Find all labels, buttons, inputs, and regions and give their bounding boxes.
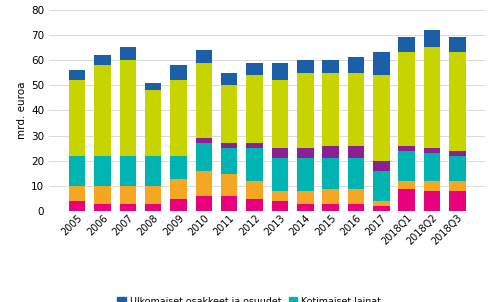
Bar (94, 186, 111, 204)
Bar (272, 148, 288, 159)
Bar (221, 85, 238, 143)
Bar (221, 196, 238, 211)
Bar (297, 148, 314, 159)
Bar (246, 143, 263, 148)
Bar (373, 201, 389, 206)
Bar (449, 53, 465, 151)
Bar (449, 156, 465, 181)
Bar (196, 171, 212, 196)
Bar (145, 186, 162, 204)
Bar (398, 151, 415, 181)
Bar (145, 204, 162, 211)
Bar (323, 204, 339, 211)
Bar (297, 73, 314, 148)
Bar (348, 204, 364, 211)
Bar (69, 80, 85, 156)
Bar (246, 148, 263, 181)
Bar (323, 146, 339, 159)
Bar (221, 148, 238, 174)
Bar (323, 60, 339, 73)
Bar (145, 83, 162, 90)
Bar (373, 75, 389, 161)
Bar (272, 191, 288, 201)
Bar (348, 57, 364, 73)
Y-axis label: mrd. euroa: mrd. euroa (17, 82, 27, 139)
Bar (120, 60, 136, 156)
Bar (170, 178, 187, 199)
Bar (424, 148, 440, 153)
Bar (297, 60, 314, 73)
Bar (69, 201, 85, 211)
Bar (196, 50, 212, 63)
Bar (246, 63, 263, 75)
Bar (196, 63, 212, 138)
Bar (170, 80, 187, 156)
Bar (398, 189, 415, 211)
Bar (170, 65, 187, 80)
Bar (246, 181, 263, 199)
Bar (348, 189, 364, 204)
Bar (196, 143, 212, 171)
Bar (323, 73, 339, 146)
Bar (221, 73, 238, 85)
Bar (373, 53, 389, 75)
Bar (424, 47, 440, 148)
Bar (145, 156, 162, 186)
Bar (323, 159, 339, 189)
Bar (323, 189, 339, 204)
Bar (348, 146, 364, 159)
Bar (348, 73, 364, 146)
Bar (449, 191, 465, 211)
Bar (221, 143, 238, 148)
Bar (272, 63, 288, 80)
Bar (398, 53, 415, 146)
Bar (272, 201, 288, 211)
Bar (246, 199, 263, 211)
Bar (297, 204, 314, 211)
Bar (449, 181, 465, 191)
Bar (424, 181, 440, 191)
Bar (297, 191, 314, 204)
Bar (246, 75, 263, 143)
Bar (94, 204, 111, 211)
Bar (120, 156, 136, 186)
Bar (69, 186, 85, 201)
Bar (221, 174, 238, 196)
Bar (449, 151, 465, 156)
Bar (69, 70, 85, 80)
Bar (120, 204, 136, 211)
Bar (424, 191, 440, 211)
Bar (398, 37, 415, 53)
Bar (272, 159, 288, 191)
Bar (69, 156, 85, 186)
Bar (424, 30, 440, 47)
Bar (170, 199, 187, 211)
Bar (170, 156, 187, 178)
Bar (94, 55, 111, 65)
Bar (449, 37, 465, 53)
Bar (398, 146, 415, 151)
Bar (424, 153, 440, 181)
Bar (196, 196, 212, 211)
Legend: Ulkomaiset osakkeet ja osuudet, Kotimaiset osakkeet ja osuudet, Ulkomaiset laina: Ulkomaiset osakkeet ja osuudet, Kotimais… (114, 293, 421, 302)
Bar (120, 186, 136, 204)
Bar (398, 181, 415, 189)
Bar (373, 206, 389, 211)
Bar (196, 138, 212, 143)
Bar (373, 161, 389, 171)
Bar (272, 80, 288, 148)
Bar (348, 159, 364, 189)
Bar (94, 65, 111, 156)
Bar (145, 90, 162, 156)
Bar (297, 159, 314, 191)
Bar (94, 156, 111, 186)
Bar (120, 47, 136, 60)
Bar (373, 171, 389, 201)
